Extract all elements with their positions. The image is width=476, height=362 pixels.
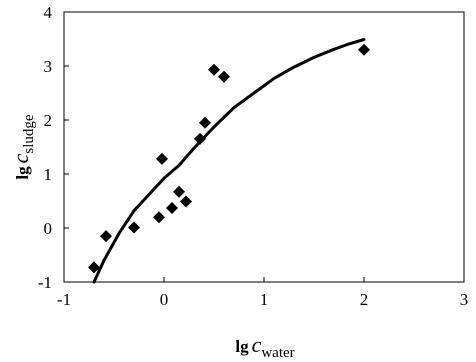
axis-ticks: [63, 11, 465, 283]
data-point: [218, 70, 230, 83]
y-tick-label: -1: [38, 273, 52, 292]
x-axis-title: lg cwater: [235, 332, 294, 361]
x-tick-label: 3: [460, 290, 469, 309]
data-point: [180, 195, 192, 208]
data-point: [153, 211, 165, 224]
data-point: [166, 202, 178, 214]
x-axis-title-prefix: lg: [235, 337, 249, 356]
y-tick-label: 0: [44, 219, 53, 238]
y-axis-title-subscript: sludge: [21, 114, 37, 154]
y-axis-title-prefix: lg: [13, 166, 32, 180]
data-point: [173, 185, 185, 198]
y-tick-label: 2: [44, 111, 53, 130]
data-point: [128, 221, 140, 234]
data-point: [88, 261, 100, 274]
x-tick-label: 0: [160, 290, 169, 309]
data-point: [100, 230, 112, 243]
x-axis-title-subscript: water: [261, 345, 294, 361]
y-tick-label: 4: [44, 3, 53, 22]
data-point: [208, 63, 220, 76]
data-point: [199, 116, 211, 129]
chart-marks: [88, 38, 370, 284]
y-axis-title: lg csludge: [8, 114, 37, 180]
x-tick-label: 2: [360, 290, 369, 309]
x-tick-label: 1: [260, 290, 269, 309]
x-axis-title-symbol: c: [252, 332, 262, 357]
y-axis-title-symbol: c: [8, 153, 33, 163]
fitted-curve: [92, 38, 366, 284]
plot-area-frame: [63, 11, 465, 283]
y-tick-label: 3: [44, 57, 53, 76]
y-tick-label: 1: [44, 165, 53, 184]
data-point: [358, 43, 370, 56]
data-point: [156, 152, 168, 165]
axis-tick-labels: -1 0 1 2 3 -1 0 1 2 3 4: [38, 3, 468, 309]
data-point: [194, 132, 206, 145]
x-tick-label: -1: [57, 290, 71, 309]
